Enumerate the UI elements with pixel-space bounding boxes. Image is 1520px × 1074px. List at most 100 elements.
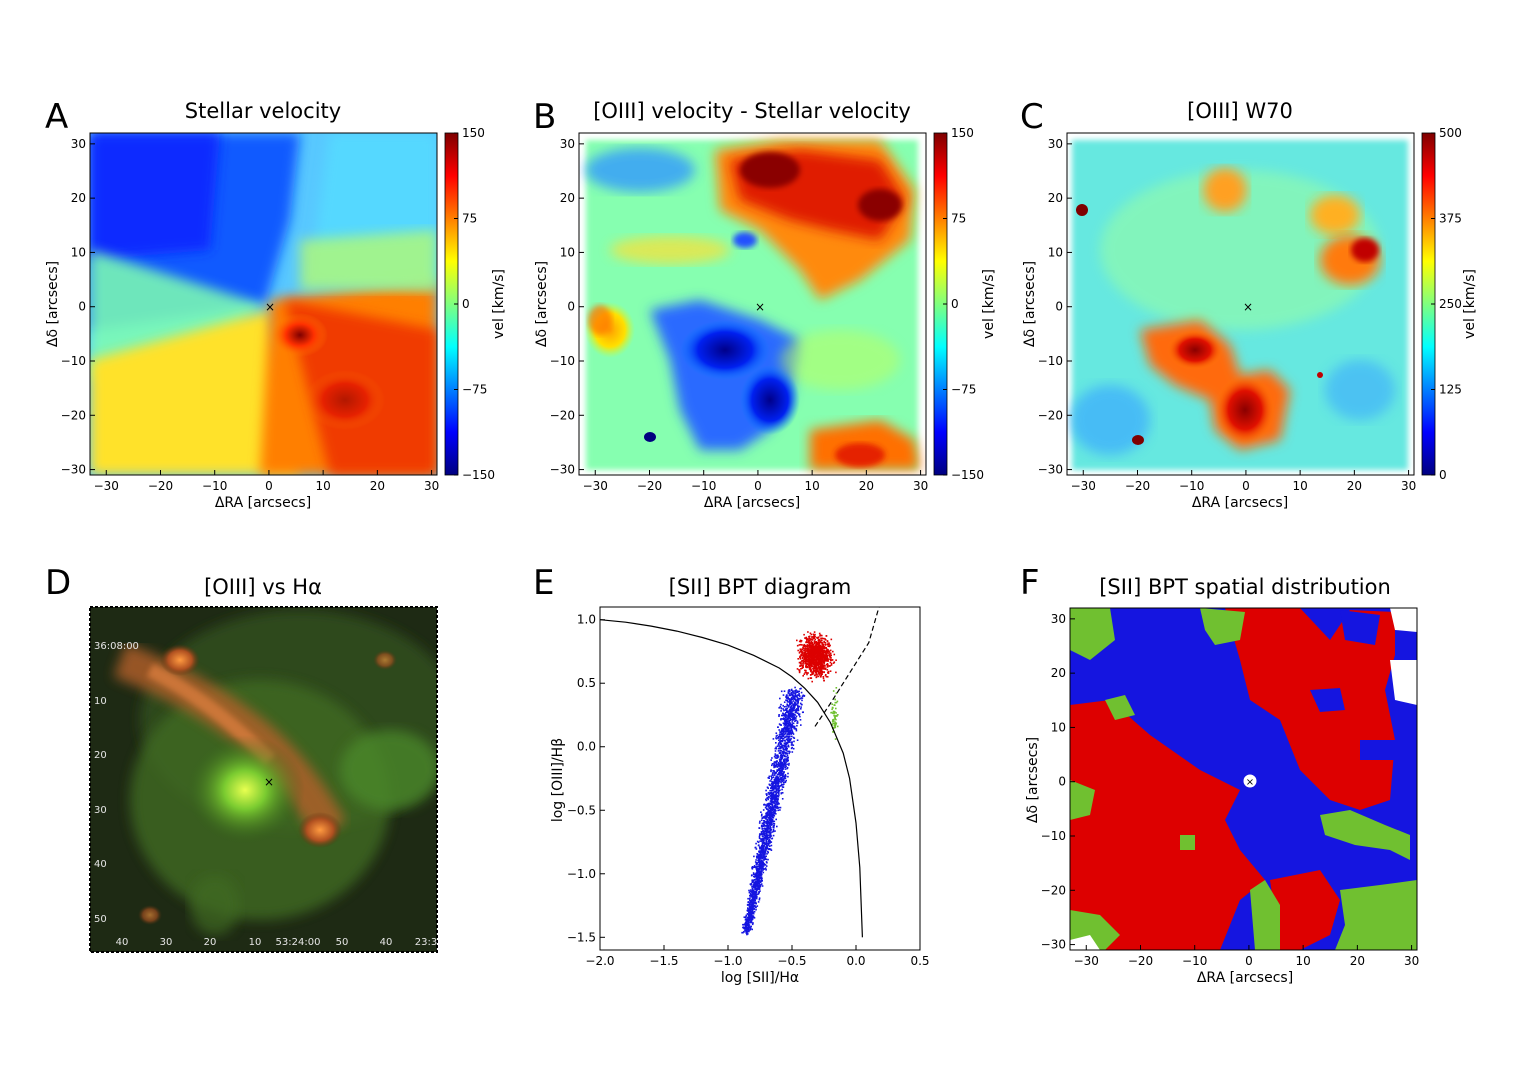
- seyfert-point: [811, 645, 813, 647]
- sf-point: [784, 768, 787, 770]
- sf-point: [781, 744, 783, 747]
- seyfert-point: [830, 654, 832, 657]
- seyfert-point: [820, 653, 823, 656]
- seyfert-point: [821, 655, 823, 657]
- seyfert-point: [815, 659, 818, 661]
- seyfert-point: [803, 649, 805, 652]
- seyfert-point: [799, 662, 802, 665]
- sf-point: [749, 907, 751, 909]
- sf-point: [790, 708, 793, 711]
- seyfert-point: [800, 664, 803, 667]
- seyfert-point: [818, 643, 821, 645]
- sf-point: [774, 800, 777, 803]
- sf-point: [767, 791, 770, 794]
- seyfert-point: [833, 661, 836, 663]
- sf-point: [758, 846, 761, 848]
- sf-point: [775, 732, 778, 734]
- sf-point: [761, 857, 764, 860]
- seyfert-point: [818, 674, 821, 676]
- sf-point: [774, 812, 776, 814]
- sf-point: [780, 736, 783, 738]
- seyfert-point: [812, 652, 814, 654]
- seyfert-point: [812, 644, 814, 647]
- axis-a-ytick-label: −10: [61, 354, 86, 368]
- seyfert-point: [805, 671, 808, 674]
- sf-point: [768, 807, 771, 810]
- sf-point: [750, 925, 752, 928]
- sf-point: [800, 708, 802, 710]
- sf-point: [778, 763, 781, 765]
- sf-point: [780, 707, 783, 710]
- seyfert-point: [811, 671, 814, 674]
- sf-point: [790, 698, 792, 701]
- seyfert-point: [815, 651, 818, 654]
- sf-point: [754, 886, 757, 889]
- sf-point: [762, 839, 764, 841]
- sf-point: [752, 900, 755, 902]
- seyfert-point: [825, 675, 828, 678]
- seyfert-point: [830, 638, 833, 641]
- sf-point: [751, 874, 753, 876]
- seyfert-point: [822, 643, 825, 646]
- sf-point: [770, 824, 772, 826]
- sf-point: [794, 702, 797, 705]
- sf-point: [767, 814, 769, 817]
- sf-point: [760, 811, 762, 813]
- seyfert-point: [798, 671, 801, 674]
- sf-point: [761, 842, 764, 844]
- sf-point: [776, 791, 779, 794]
- sf-point: [760, 831, 763, 833]
- sf-point: [783, 759, 785, 761]
- sf-point: [792, 703, 794, 706]
- seyfert-point: [805, 641, 807, 644]
- sf-point: [783, 722, 786, 725]
- colorbar-b-tick-label: −75: [951, 383, 976, 397]
- sf-point: [783, 739, 786, 742]
- sf-point: [779, 765, 781, 768]
- sf-point: [753, 866, 756, 868]
- sf-point: [786, 701, 789, 703]
- seyfert-point: [805, 636, 808, 639]
- seyfert-point: [809, 655, 811, 658]
- sf-point: [791, 698, 794, 701]
- sf-point: [770, 829, 772, 831]
- sf-point: [791, 696, 794, 698]
- sf-point: [757, 861, 760, 864]
- seyfert-point: [799, 658, 802, 660]
- seyfert-point: [812, 633, 815, 636]
- sf-point: [747, 933, 749, 935]
- seyfert-point: [810, 633, 813, 636]
- sf-point: [753, 876, 756, 878]
- seyfert-point: [798, 669, 801, 672]
- sf-point: [781, 751, 784, 753]
- sf-point: [764, 857, 767, 860]
- sf-point: [753, 896, 756, 898]
- sf-point: [773, 823, 776, 825]
- sf-point: [780, 756, 782, 759]
- sf-point: [784, 728, 787, 731]
- sf-point: [775, 797, 777, 800]
- sf-point: [773, 813, 775, 815]
- sf-point: [768, 796, 770, 799]
- seyfert-point: [824, 644, 827, 646]
- sf-point: [747, 897, 749, 900]
- panel-label-b: B: [533, 97, 556, 137]
- sf-point: [793, 692, 795, 694]
- sf-point: [784, 727, 787, 730]
- seyfert-point: [821, 639, 823, 642]
- sf-point: [759, 820, 761, 823]
- sf-point: [756, 874, 759, 877]
- sf-point: [776, 781, 778, 783]
- sf-point: [761, 843, 764, 846]
- seyfert-point: [817, 654, 820, 656]
- seyfert-point: [827, 650, 830, 653]
- sf-point: [779, 740, 782, 742]
- dec-tick-label: 20: [94, 750, 107, 761]
- seyfert-point: [817, 662, 820, 665]
- sf-point: [787, 745, 790, 748]
- sf-point: [790, 744, 793, 746]
- sf-point: [760, 859, 762, 862]
- sf-point: [788, 716, 791, 719]
- sf-point: [743, 923, 746, 925]
